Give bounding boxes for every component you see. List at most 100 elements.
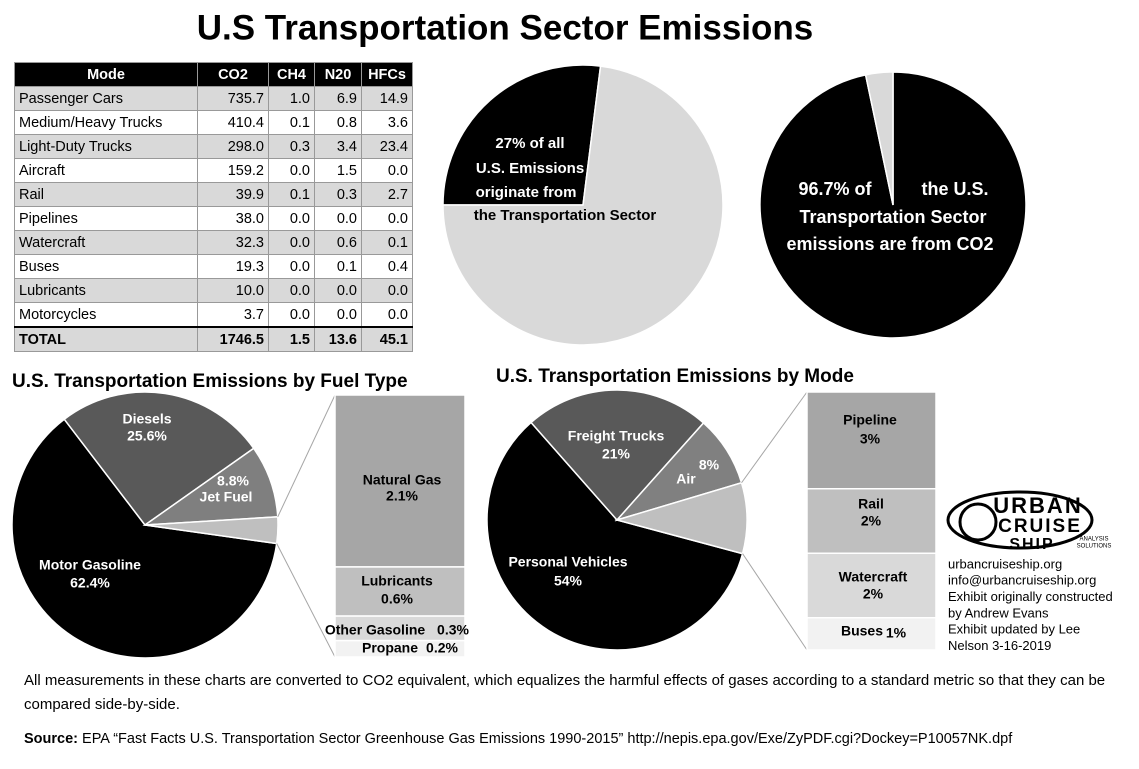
table-row: Watercraft 32.3 0.0 0.6 0.1 [14,230,413,255]
logo-text: CRUISE [998,516,1082,537]
slice-label: Diesels [122,411,171,427]
logo-wheel [958,502,998,542]
logo-text: SHIP [1009,536,1054,553]
chart-title: U.S. Transportation Emissions by Mode [496,366,854,387]
annotation: Transportation Sector [799,207,986,227]
annotation: emissions are from CO2 [786,234,993,254]
annotation: U.S. Emissions [476,160,584,177]
credit-line: by Andrew Evans [948,605,1049,620]
table-cell: Buses [14,254,198,279]
breakout-bar [334,566,466,617]
connector [741,391,808,484]
table-row: Pipelines 38.0 0.0 0.0 0.0 [14,206,413,231]
table-row: Rail 39.9 0.1 0.3 2.7 [14,182,413,207]
slice-value: 54% [554,573,583,589]
table-cell: 0.1 [268,182,315,207]
table-cell: Light-Duty Trucks [14,134,198,159]
slice-value: 25.6% [127,428,167,444]
source: Source: EPA “Fast Facts U.S. Transportat… [24,731,1012,747]
credit-line: Nelson 3-16-2019 [948,638,1051,653]
table-cell: 45.1 [361,326,413,352]
chart-title: U.S. Transportation Emissions by Fuel Ty… [12,371,408,392]
table-cell: Motorcycles [14,302,198,328]
table-cell: N20 [314,62,362,87]
annotation: 96.7% of [798,179,872,199]
pie-slice [530,389,705,522]
table-cell: Pipelines [14,206,198,231]
table-cell: 0.4 [361,254,413,279]
table-cell: 0.0 [268,302,315,328]
slice-label: Freight Trucks [568,428,665,444]
credit-line: urbancruiseship.org [948,556,1062,571]
table-cell: 0.3 [314,182,362,207]
table-cell: 1746.5 [197,326,269,352]
bar-label: Other Gasoline [325,622,426,638]
bar-value: 3% [860,431,881,447]
slice-value: 8.8% [217,473,249,489]
pie-slice [442,65,724,346]
annotation: the U.S. [921,179,988,199]
logo-text: ANALYSIS [1080,537,1109,543]
bar-value: 0.6% [381,591,413,607]
pie-slice [63,391,255,527]
table-cell: 3.4 [314,134,362,159]
breakout-bar [806,617,937,651]
slice-value: 8% [699,457,720,473]
table-cell: 0.0 [314,206,362,231]
table-cell: 0.1 [314,254,362,279]
table-cell: HFCs [361,62,413,87]
table-cell: 1.0 [268,86,315,111]
table-cell: 14.9 [361,86,413,111]
table-cell: 0.0 [314,278,362,303]
slice-label: Motor Gasoline [39,557,141,573]
table-row: Light-Duty Trucks 298.0 0.3 3.4 23.4 [14,134,413,159]
table-cell: 0.3 [268,134,315,159]
credit-line: info@urbancruiseship.org [948,573,1096,588]
bar-value: 2.1% [386,488,418,504]
table-cell: Passenger Cars [14,86,198,111]
annotation: the Transportation Sector [474,207,657,224]
credit-line: Exhibit updated by Lee [948,622,1080,637]
annotation: 27% of all [495,135,564,152]
slice-label: Air [676,471,696,487]
table-cell: 1.5 [268,326,315,352]
pie-slice [864,71,894,206]
table-cell: 0.1 [268,110,315,135]
bar-label: Natural Gas [363,472,442,488]
bar-value: 2% [863,586,884,602]
table-cell: 0.8 [314,110,362,135]
slice-value: 62.4% [70,575,110,591]
table-cell: 0.0 [314,302,362,328]
table-cell: 0.0 [268,206,315,231]
table-row: TOTAL 1746.5 1.5 13.6 45.1 [14,326,413,352]
table-row: Aircraft 159.2 0.0 1.5 0.0 [14,158,413,183]
table-cell: 1.5 [314,158,362,183]
table-cell: Lubricants [14,278,198,303]
credit-line: Exhibit originally constructed [948,589,1113,604]
logo-ring [946,490,1094,550]
table-cell: Medium/Heavy Trucks [14,110,198,135]
table-cell: 23.4 [361,134,413,159]
table-cell: 0.0 [361,278,413,303]
table-cell: CO2 [197,62,269,87]
bar-value: 0.3% [437,622,469,638]
table-cell: 39.9 [197,182,269,207]
table-cell: 3.6 [361,110,413,135]
logo-text: SOLUTIONS [1077,544,1112,550]
table-row: Medium/Heavy Trucks 410.4 0.1 0.8 3.6 [14,110,413,135]
annotation: the U.S. [921,179,988,199]
table-cell: 0.0 [268,278,315,303]
table-cell: 32.3 [197,230,269,255]
source-label: Source: [24,731,78,747]
connector [277,394,336,518]
table-row: Lubricants 10.0 0.0 0.0 0.0 [14,278,413,303]
annotation: U.S. Emissions [476,160,584,177]
bar-label: Rail [858,496,884,512]
table-cell: 0.0 [268,230,315,255]
table-cell: CH4 [268,62,315,87]
annotation: 27% of all [495,135,564,152]
connector [276,543,336,658]
breakout-bar [334,639,466,658]
table-row: Buses 19.3 0.0 0.1 0.4 [14,254,413,279]
